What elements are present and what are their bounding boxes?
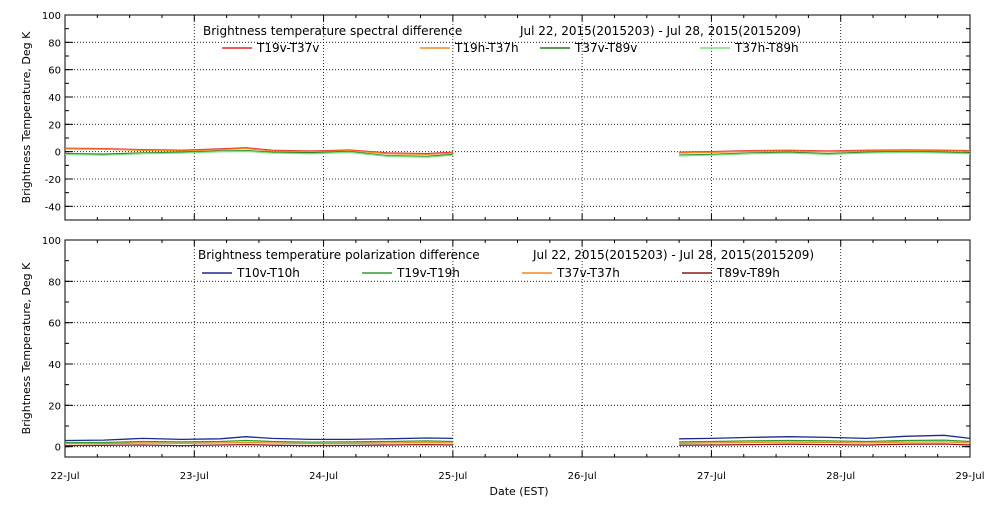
y-tick-label: 0: [55, 443, 61, 454]
series-line-T10v-T10h: [679, 434, 971, 440]
y-tick-label: 60: [48, 319, 61, 330]
series-line-T10v-T10h: [64, 436, 453, 442]
y-tick-label: 20: [48, 401, 61, 412]
plot-frame: [64, 239, 971, 458]
legend-label: T19v-T19h: [396, 266, 460, 280]
chart-title: Brightness temperature spectral differen…: [203, 24, 462, 38]
y-axis-title: Brightness Temperature, Deg K: [20, 262, 33, 434]
y-tick-label: 0: [55, 148, 61, 159]
legend-label: T37v-T37h: [556, 266, 620, 280]
x-tick-label: 24-Jul: [309, 471, 338, 482]
legend-label: T10v-T10h: [236, 266, 300, 280]
series-line-T19h-T37h: [679, 149, 971, 154]
series-line-T19v-T37v: [64, 147, 453, 155]
series-line-T37v-T37h: [65, 441, 453, 445]
chart-title: Brightness temperature polarization diff…: [198, 248, 480, 262]
y-tick-label: 40: [48, 360, 61, 371]
series-line-T37h-T89h: [64, 150, 453, 158]
series-line-T89v-T89h: [64, 443, 453, 447]
y-tick-label: 100: [42, 236, 61, 247]
series-line-T37h-T89h: [679, 151, 971, 157]
x-axis-title: Date (EST): [489, 485, 548, 498]
legend-label: T19v-T37v: [256, 41, 319, 55]
legend-label: T89v-T89h: [716, 266, 780, 280]
y-tick-label: 20: [48, 120, 61, 131]
legend-label: T19h-T37h: [454, 41, 519, 55]
series-line-T37v-T37h: [679, 441, 971, 445]
series-line-T19h-T37h: [64, 147, 453, 156]
series-line-T89v-T89h: [679, 443, 971, 446]
x-tick-label: 22-Jul: [51, 471, 80, 482]
y-tick-label: 100: [42, 11, 61, 22]
x-tick-label: 27-Jul: [697, 471, 726, 482]
y-tick-label: 80: [48, 277, 61, 288]
y-tick-label: -40: [45, 202, 61, 213]
x-tick-label: 28-Jul: [826, 471, 855, 482]
series-line-T19v-T19h: [679, 439, 971, 443]
x-tick-label: 23-Jul: [180, 471, 209, 482]
series-line-T37v-T89v: [679, 151, 971, 156]
spectral-difference-panel: -40 -20 0 20 40 60 80 100 Brightness Temperature…: [20, 11, 971, 221]
y-tick-label: -20: [45, 175, 61, 186]
y-tick-label: 40: [48, 93, 61, 104]
y-axis-title: Brightness Temperature, Deg K: [20, 31, 33, 203]
series-line-T19v-T19h: [65, 439, 453, 444]
y-tick-label: 80: [48, 38, 61, 49]
x-tick-label: 26-Jul: [568, 471, 597, 482]
legend-label: T37v-T89v: [574, 41, 637, 55]
legend-label: T37h-T89h: [734, 41, 799, 55]
x-tick-label: 29-Jul: [956, 471, 985, 482]
chart-date-range: Jul 22, 2015(2015203) - Jul 28, 2015(201…: [519, 24, 801, 38]
x-tick-label: 25-Jul: [438, 471, 467, 482]
polarization-difference-panel: 22-Jul 23-Jul 24-Jul 25-Jul 26-Jul 27-Jul 28-J…: [20, 236, 984, 482]
y-tick-label: 60: [48, 66, 61, 77]
chart-date-range: Jul 22, 2015(2015203) - Jul 28, 2015(201…: [532, 248, 814, 262]
